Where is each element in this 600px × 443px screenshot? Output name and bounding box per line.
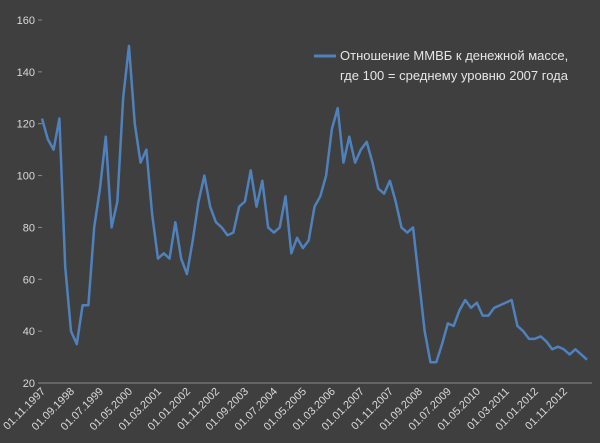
- y-tick-label: 160: [17, 15, 35, 27]
- data-line: [40, 44, 588, 364]
- y-tick-label: 40: [23, 326, 35, 338]
- y-tick-label: 100: [17, 171, 35, 183]
- y-tick-label: 60: [23, 274, 35, 286]
- y-tick-label: 80: [23, 222, 35, 234]
- y-tick-label: 20: [23, 378, 35, 390]
- y-tick-label: 120: [17, 119, 35, 131]
- y-tick-label: 140: [17, 67, 35, 79]
- legend-label: Отношение ММВБ к денежной массе, где 100…: [340, 48, 569, 83]
